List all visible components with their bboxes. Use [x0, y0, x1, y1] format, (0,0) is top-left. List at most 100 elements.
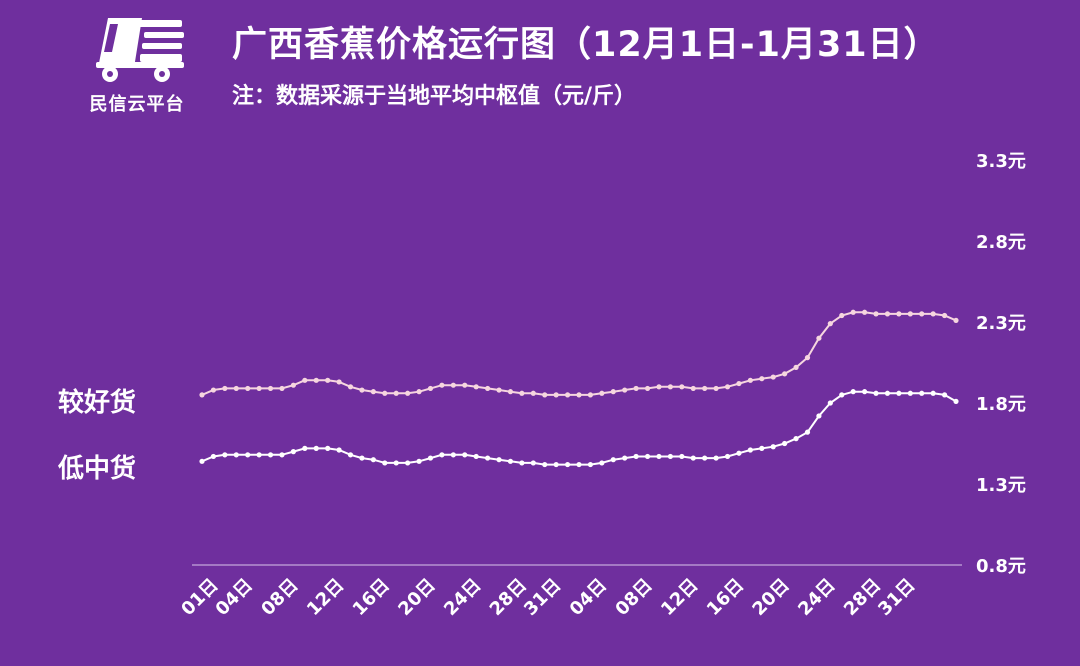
- data-point: [610, 389, 616, 395]
- data-point: [713, 385, 719, 392]
- data-point: [473, 384, 479, 390]
- x-tick-label: 12日: [657, 575, 702, 620]
- x-tick-label: 20日: [394, 575, 439, 620]
- data-point: [747, 377, 753, 383]
- data-point: [450, 452, 456, 458]
- data-point: [519, 460, 525, 466]
- data-point: [679, 453, 685, 460]
- data-point: [862, 309, 868, 315]
- data-point: [279, 452, 285, 458]
- data-point: [599, 390, 605, 396]
- data-point: [747, 447, 753, 453]
- data-point: [724, 453, 731, 460]
- data-point: [907, 311, 913, 317]
- x-tick-label: 28日: [486, 575, 531, 620]
- series-label-good: 较好货: [58, 388, 137, 418]
- data-point: [667, 453, 673, 460]
- series-label-mid: 低中货: [58, 454, 137, 484]
- data-point: [485, 455, 491, 461]
- data-point: [405, 390, 411, 396]
- data-point: [941, 312, 948, 319]
- data-point: [393, 460, 399, 466]
- data-point: [279, 385, 285, 392]
- data-point: [782, 371, 788, 377]
- series-line-mid: [201, 390, 957, 466]
- data-point: [405, 460, 411, 466]
- data-point: [427, 385, 434, 392]
- data-point: [507, 458, 514, 464]
- data-point: [724, 384, 731, 390]
- data-point: [884, 311, 891, 317]
- data-point: [576, 392, 582, 398]
- data-point: [313, 445, 319, 451]
- data-point: [336, 379, 342, 385]
- data-point: [713, 455, 719, 461]
- data-point: [507, 389, 514, 395]
- data-point: [919, 311, 925, 317]
- data-point: [839, 392, 845, 398]
- data-point: [702, 385, 708, 392]
- data-point: [427, 455, 434, 461]
- data-point: [450, 382, 456, 388]
- data-point: [690, 455, 696, 461]
- data-point: [622, 387, 628, 393]
- data-point: [439, 382, 445, 388]
- data-point: [862, 389, 868, 395]
- data-point: [302, 445, 308, 451]
- data-point: [656, 384, 662, 390]
- data-point: [782, 440, 788, 447]
- data-point: [485, 385, 491, 392]
- data-point: [210, 453, 217, 460]
- data-point: [736, 450, 742, 456]
- data-point: [199, 458, 205, 464]
- data-point: [644, 453, 651, 460]
- data-point: [770, 444, 776, 450]
- data-point: [210, 387, 217, 393]
- data-point: [564, 392, 571, 398]
- x-tick-label: 04日: [566, 575, 611, 620]
- data-point: [462, 452, 468, 458]
- data-point: [793, 436, 799, 442]
- truck-logo-icon: [96, 18, 184, 82]
- brand-logo: 民信云平台: [78, 12, 198, 115]
- x-tick-label: 01日: [177, 575, 222, 620]
- data-point: [930, 311, 936, 317]
- data-point: [416, 389, 422, 395]
- data-point: [302, 377, 308, 383]
- data-point: [347, 384, 354, 390]
- data-point: [553, 461, 559, 468]
- x-tick-label: 16日: [703, 575, 748, 620]
- data-point: [804, 355, 811, 361]
- data-point: [564, 461, 571, 468]
- data-point: [953, 317, 959, 323]
- data-point: [896, 311, 902, 317]
- data-point: [919, 390, 925, 396]
- data-point: [850, 309, 856, 315]
- x-tick-label: 08日: [257, 575, 302, 620]
- data-point: [359, 455, 365, 461]
- data-point: [519, 390, 525, 396]
- data-point: [530, 460, 536, 466]
- data-point: [325, 377, 331, 383]
- data-point: [839, 312, 845, 319]
- data-point: [347, 452, 354, 458]
- data-point: [930, 390, 936, 396]
- logo-text: 民信云平台: [89, 94, 185, 115]
- data-point: [690, 385, 696, 392]
- y-tick-label: 1.8元: [976, 394, 1026, 415]
- data-point: [576, 461, 582, 468]
- data-point: [941, 392, 948, 398]
- data-point: [245, 452, 251, 458]
- data-point: [496, 457, 502, 463]
- data-point: [633, 453, 639, 460]
- data-point: [587, 461, 594, 468]
- data-point: [393, 390, 399, 396]
- data-point: [884, 390, 891, 396]
- data-point: [256, 452, 262, 458]
- data-point: [702, 455, 708, 461]
- y-tick-label: 2.8元: [976, 232, 1026, 253]
- data-point: [736, 380, 742, 387]
- data-point: [873, 390, 879, 396]
- data-point: [370, 389, 376, 395]
- data-point: [656, 453, 662, 460]
